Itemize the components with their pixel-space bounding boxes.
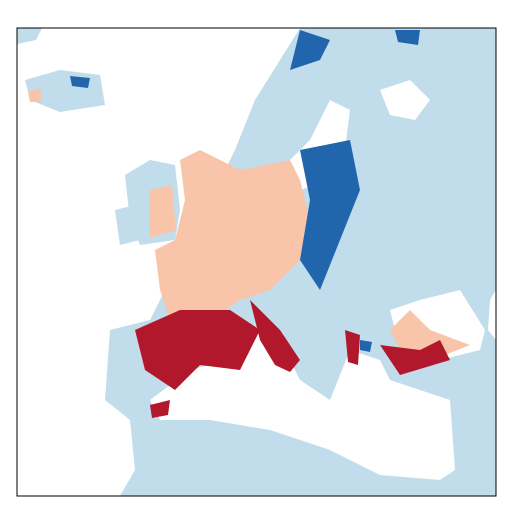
region-dark-turkey (380, 340, 450, 375)
region-light (155, 150, 310, 320)
caspian (488, 290, 496, 340)
region-dark-italy (250, 300, 300, 372)
region-light-iceland (28, 88, 42, 102)
frame (16, 27, 497, 497)
ireland (115, 205, 140, 245)
region-blue-baltic (300, 140, 360, 290)
region-dark-africa (150, 400, 170, 418)
map-body (17, 28, 496, 496)
region-light-east (390, 310, 470, 355)
region-dark-iberia (135, 310, 260, 390)
region-dark-balkans (345, 330, 360, 365)
region-blue-north (395, 30, 420, 45)
region-blue-iceland (70, 76, 90, 88)
white-sea (380, 80, 430, 120)
greenland (17, 28, 42, 44)
region-blue-norway (290, 30, 330, 70)
region-light-uk (150, 185, 176, 238)
region-blue-balkans (360, 340, 372, 352)
